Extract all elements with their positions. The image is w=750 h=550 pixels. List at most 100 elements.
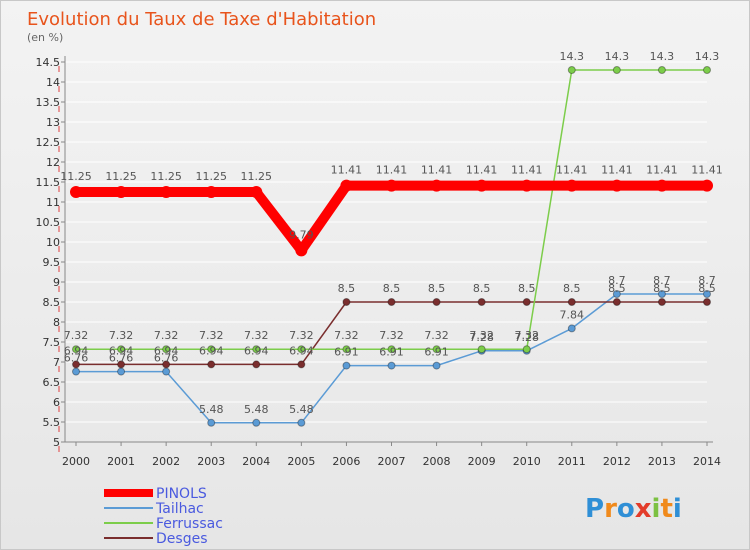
- data-label-ferrussac: 7.32: [334, 329, 359, 342]
- data-label-pinols: 11.41: [691, 164, 723, 177]
- data-label-ferrussac: 7.32: [109, 329, 134, 342]
- data-label-ferrussac: 14.3: [650, 50, 675, 63]
- y-tick-label: 14: [46, 76, 60, 89]
- data-point-desges: [72, 360, 80, 369]
- data-labels: 11.25 11.25 11.25 11.25 11.25 9.79 11.41 11.41 1…: [60, 50, 723, 416]
- data-label-desges: 8.5: [698, 282, 716, 295]
- data-point-tailhac: [567, 324, 576, 333]
- y-tick-label: 9: [53, 276, 60, 289]
- data-point-desges: [387, 298, 396, 306]
- data-point-tailhac: [297, 418, 306, 427]
- data-point-desges: [522, 298, 531, 306]
- data-point-pinols: [250, 186, 263, 198]
- y-tick-label: 13.5: [36, 96, 61, 109]
- x-tick-label: 2008: [423, 455, 451, 468]
- data-label-desges: 6.94: [199, 344, 224, 357]
- data-label-tailhac: 6.91: [334, 346, 359, 359]
- data-label-desges: 6.94: [109, 344, 134, 357]
- data-label-ferrussac: 7.32: [469, 329, 494, 342]
- y-tick-label: 14.5: [36, 56, 61, 69]
- legend-label: Tailhac: [155, 501, 204, 517]
- y-tick-label: 8: [53, 316, 60, 329]
- y-grid: [65, 61, 707, 443]
- legend-label: Desges: [156, 531, 207, 547]
- data-point-desges: [703, 298, 711, 306]
- data-label-pinols: 11.25: [60, 170, 92, 183]
- data-label-pinols: 11.25: [241, 170, 273, 183]
- data-label-ferrussac: 7.32: [379, 329, 404, 342]
- data-label-tailhac: 8.7: [653, 274, 671, 287]
- x-tick-label: 2012: [603, 455, 631, 468]
- x-tick-label: 2014: [693, 455, 721, 468]
- y-tick-label: 12.5: [36, 136, 61, 149]
- legend-label: PINOLS: [156, 486, 207, 502]
- x-tick-label: 2013: [648, 455, 676, 468]
- x-tick-label: 2007: [378, 455, 406, 468]
- data-label-tailhac: 8.7: [608, 274, 626, 287]
- data-point-desges: [342, 298, 351, 306]
- data-point-pinols: [160, 186, 173, 198]
- data-label-ferrussac: 14.3: [605, 50, 630, 63]
- data-label-desges: 8.5: [338, 282, 356, 295]
- data-point-ferrussac: [207, 345, 216, 354]
- data-point-tailhac: [117, 367, 126, 376]
- data-point-pinols: [205, 186, 218, 198]
- data-label-pinols: 11.41: [646, 164, 678, 177]
- data-label-desges: 8.5: [428, 282, 446, 295]
- data-point-desges: [162, 360, 171, 369]
- data-label-ferrussac: 7.32: [424, 329, 449, 342]
- data-label-pinols: 11.41: [376, 164, 408, 177]
- data-point-tailhac: [252, 418, 261, 427]
- data-label-ferrussac: 7.32: [154, 329, 179, 342]
- data-point-desges: [252, 360, 261, 369]
- y-axis-unit: (en %): [27, 31, 63, 44]
- x-tick-label: 2003: [197, 455, 225, 468]
- data-point-desges: [657, 298, 666, 306]
- data-label-ferrussac: 7.32: [289, 329, 314, 342]
- x-tick-label: 2011: [558, 455, 586, 468]
- data-point-ferrussac: [522, 345, 531, 354]
- data-label-tailhac: 6.76: [64, 352, 89, 365]
- data-label-desges: 8.5: [473, 282, 491, 295]
- data-point-ferrussac: [117, 345, 126, 354]
- y-tick-label: 12: [46, 156, 60, 169]
- data-point-pinols: [340, 179, 353, 192]
- data-label-tailhac: 7.28: [514, 331, 539, 344]
- data-label-tailhac: 6.76: [109, 352, 134, 365]
- data-label-pinols: 11.41: [331, 164, 363, 177]
- data-label-pinols: 11.41: [511, 164, 543, 177]
- logo-letter: P: [585, 494, 604, 524]
- data-point-desges: [477, 298, 486, 306]
- data-label-ferrussac: 7.32: [244, 329, 269, 342]
- data-label-tailhac: 6.76: [154, 352, 179, 365]
- data-point-ferrussac: [72, 345, 80, 354]
- data-label-desges: 8.5: [608, 282, 626, 295]
- data-label-desges: 8.5: [518, 282, 536, 295]
- y-tick-label: 7: [53, 356, 60, 369]
- data-point-tailhac: [162, 367, 171, 376]
- data-point-tailhac: [703, 290, 711, 298]
- y-tick-label: 9.5: [43, 256, 61, 269]
- data-point-desges: [207, 360, 216, 369]
- data-point-desges: [117, 360, 126, 369]
- data-label-pinols: 9.79: [289, 228, 314, 241]
- data-label-desges: 8.5: [653, 282, 671, 295]
- data-label-tailhac: 7.84: [560, 308, 585, 321]
- data-label-desges: 6.94: [289, 344, 314, 357]
- data-point-desges: [567, 298, 576, 306]
- data-point-ferrussac: [387, 345, 396, 354]
- data-point-ferrussac: [703, 66, 711, 74]
- y-tick-label: 8.5: [43, 296, 61, 309]
- y-tick-label: 11.5: [36, 176, 61, 189]
- x-tick-label: 2010: [513, 455, 541, 468]
- y-tick-label: 5: [53, 436, 60, 449]
- data-point-ferrussac: [162, 345, 171, 354]
- data-point-desges: [432, 298, 441, 306]
- logo-letter: r: [604, 494, 617, 524]
- series-group: [70, 66, 713, 427]
- data-point-pinols: [610, 179, 623, 192]
- data-point-tailhac: [207, 418, 216, 427]
- data-label-ferrussac: 14.3: [560, 50, 585, 63]
